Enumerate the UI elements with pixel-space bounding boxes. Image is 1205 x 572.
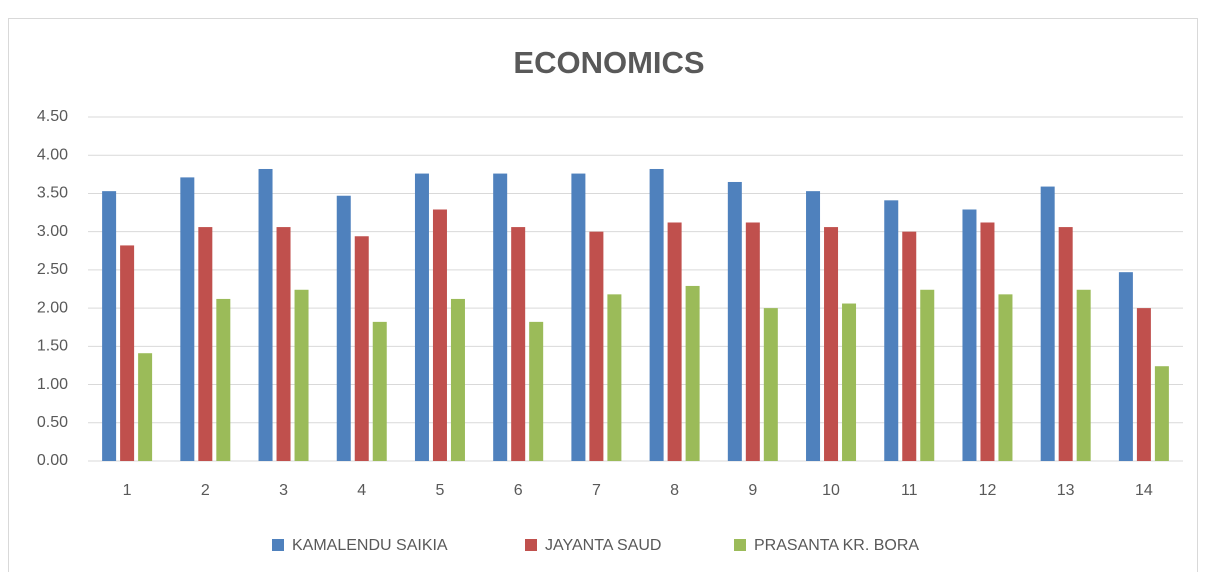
bar: [902, 231, 917, 461]
x-tick-label: 12: [979, 482, 997, 499]
x-tick-label: 6: [514, 482, 523, 499]
legend-label: KAMALENDU SAIKIA: [292, 537, 448, 554]
y-tick-label: 4.50: [37, 108, 68, 125]
x-tick-label: 4: [357, 482, 366, 499]
x-tick-label: 3: [279, 482, 288, 499]
bar: [450, 298, 465, 461]
bar: [336, 195, 351, 461]
bar: [884, 200, 899, 461]
bar: [1040, 186, 1055, 461]
bar: [432, 209, 447, 461]
bar: [1076, 289, 1091, 461]
x-tick-label: 13: [1057, 482, 1075, 499]
bar: [493, 173, 508, 461]
x-tick-label: 1: [123, 482, 132, 499]
bar: [962, 209, 977, 461]
bar: [824, 227, 839, 461]
bar: [258, 168, 273, 461]
bar: [1058, 227, 1073, 461]
y-tick-label: 4.00: [37, 146, 68, 163]
legend-swatch: [734, 539, 746, 551]
bar: [806, 191, 821, 461]
bar: [180, 177, 195, 461]
bar: [842, 303, 857, 461]
bar: [920, 289, 935, 461]
legend-label: PRASANTA KR. BORA: [754, 537, 919, 554]
bar: [198, 227, 213, 461]
bar: [414, 173, 429, 461]
bar: [294, 289, 309, 461]
bar: [102, 191, 117, 461]
bar: [511, 227, 526, 461]
y-tick-label: 1.50: [37, 338, 68, 355]
x-tick-label: 5: [436, 482, 445, 499]
y-tick-label: 3.50: [37, 185, 68, 202]
bar: [216, 298, 231, 461]
y-tick-label: 1.00: [37, 376, 68, 393]
x-tick-label: 9: [748, 482, 757, 499]
chart-title: ECONOMICS: [513, 45, 704, 80]
y-tick-label: 0.50: [37, 414, 68, 431]
bar: [138, 353, 153, 461]
bar: [1154, 366, 1169, 461]
bar: [607, 294, 622, 461]
bar: [649, 168, 664, 461]
bar: [120, 245, 135, 461]
legend-label: JAYANTA SAUD: [545, 537, 661, 554]
bar: [998, 294, 1013, 461]
bar: [276, 227, 291, 461]
bar: [571, 173, 586, 461]
bar: [980, 222, 995, 461]
bar: [763, 308, 778, 461]
x-tick-label: 7: [592, 482, 601, 499]
bar: [1136, 308, 1151, 461]
bar: [354, 236, 369, 461]
y-tick-label: 2.50: [37, 261, 68, 278]
x-tick-label: 8: [670, 482, 679, 499]
y-tick-label: 0.00: [37, 452, 68, 469]
x-tick-label: 2: [201, 482, 210, 499]
legend-swatch: [525, 539, 537, 551]
bar: [745, 222, 760, 461]
bar: [529, 321, 544, 461]
y-tick-label: 3.00: [37, 223, 68, 240]
bar: [667, 222, 682, 461]
x-tick-label: 14: [1135, 482, 1153, 499]
bar: [372, 321, 387, 461]
bar: [727, 181, 742, 461]
x-tick-label: 10: [822, 482, 840, 499]
x-tick-label: 11: [901, 482, 918, 499]
y-tick-label: 2.00: [37, 299, 68, 316]
bar: [589, 231, 604, 461]
legend-swatch: [272, 539, 284, 551]
bar: [1118, 272, 1133, 461]
bar: [685, 285, 700, 461]
